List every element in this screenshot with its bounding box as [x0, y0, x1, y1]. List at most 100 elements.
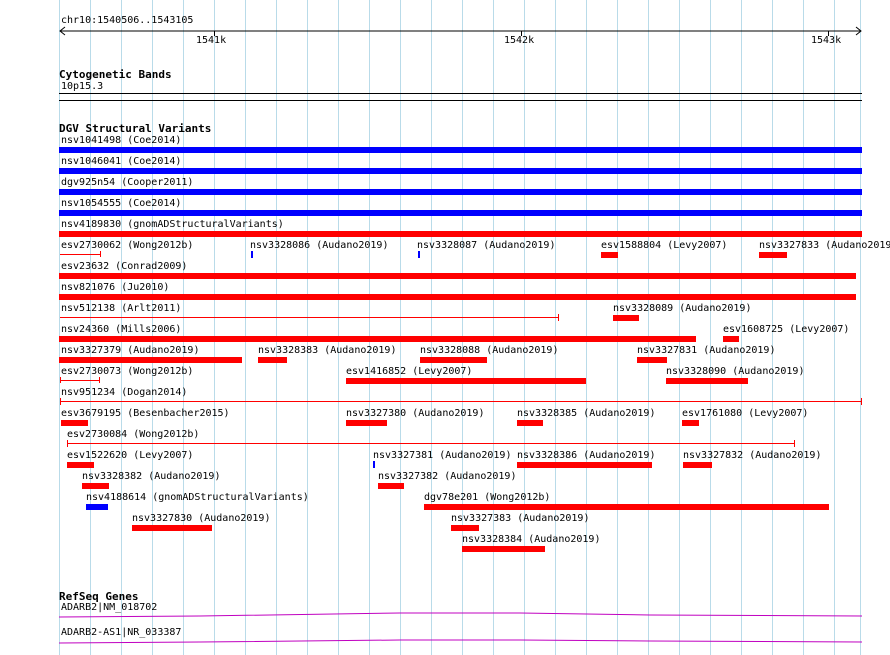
variant-label[interactable]: nsv4188614 (gnomADStructuralVariants): [86, 492, 309, 503]
variant-bar[interactable]: [373, 461, 375, 468]
variant-bar[interactable]: [59, 168, 862, 174]
variant-bar[interactable]: [666, 378, 748, 384]
variant-bar[interactable]: [258, 357, 287, 363]
ruler-tick: [521, 31, 522, 36]
cytoband-bar-top: [59, 93, 862, 94]
variant-bar[interactable]: [59, 231, 862, 237]
variant-label[interactable]: nsv3327382 (Audano2019): [378, 471, 517, 482]
variant-bar[interactable]: [424, 504, 829, 510]
variant-label[interactable]: nsv3328386 (Audano2019): [517, 450, 656, 461]
variant-bar[interactable]: [451, 525, 479, 531]
variant-bar[interactable]: [67, 462, 94, 468]
tick-label-1543k: 1543k: [811, 35, 842, 46]
grid-line: [617, 0, 618, 655]
variant-line[interactable]: [60, 254, 101, 255]
variant-label[interactable]: esv2730073 (Wong2012b): [61, 366, 194, 377]
ruler-tick: [828, 31, 829, 36]
variant-label[interactable]: nsv3328088 (Audano2019): [420, 345, 559, 356]
variant-label[interactable]: nsv3327383 (Audano2019): [451, 513, 590, 524]
variant-bar[interactable]: [682, 420, 699, 426]
variant-label[interactable]: nsv1046041 (Coe2014): [61, 156, 182, 167]
grid-line: [59, 0, 60, 655]
track-title-refseq: RefSeq Genes: [59, 590, 139, 603]
variant-label[interactable]: nsv3327379 (Audano2019): [61, 345, 200, 356]
variant-bar[interactable]: [59, 357, 242, 363]
variant-label[interactable]: nsv1054555 (Coe2014): [61, 198, 182, 209]
variant-bar[interactable]: [59, 210, 862, 216]
variant-label[interactable]: nsv951234 (Dogan2014): [61, 387, 188, 398]
variant-label[interactable]: dgv925n54 (Cooper2011): [61, 177, 194, 188]
variant-bar[interactable]: [251, 251, 253, 258]
variant-bar[interactable]: [132, 525, 212, 531]
variant-label[interactable]: nsv1041498 (Coe2014): [61, 135, 182, 146]
variant-label[interactable]: dgv78e201 (Wong2012b): [424, 492, 551, 503]
variant-bar[interactable]: [462, 546, 545, 552]
variant-label[interactable]: esv1588804 (Levy2007): [601, 240, 728, 251]
variant-bar[interactable]: [637, 357, 667, 363]
variant-label[interactable]: esv2730062 (Wong2012b): [61, 240, 194, 251]
variant-bar[interactable]: [86, 504, 108, 510]
variant-label[interactable]: nsv3328086 (Audano2019): [250, 240, 389, 251]
grid-line: [183, 0, 184, 655]
variant-bar[interactable]: [759, 252, 787, 258]
variant-bar[interactable]: [517, 462, 652, 468]
variant-bar[interactable]: [517, 420, 543, 426]
variant-line[interactable]: [67, 443, 795, 444]
variant-label[interactable]: nsv24360 (Mills2006): [61, 324, 182, 335]
variant-label[interactable]: nsv3327831 (Audano2019): [637, 345, 776, 356]
grid-line: [741, 0, 742, 655]
variant-bar[interactable]: [59, 273, 856, 279]
variant-label[interactable]: nsv3328385 (Audano2019): [517, 408, 656, 419]
variant-bar[interactable]: [59, 336, 696, 342]
variant-bar[interactable]: [601, 252, 618, 258]
variant-bar[interactable]: [378, 483, 404, 489]
variant-label[interactable]: esv1522620 (Levy2007): [67, 450, 194, 461]
tick-label-1541k: 1541k: [196, 35, 227, 46]
variant-label[interactable]: nsv512138 (Arlt2011): [61, 303, 182, 314]
scale-ruler: [59, 26, 862, 36]
grid-line: [90, 0, 91, 655]
variant-label[interactable]: nsv3328382 (Audano2019): [82, 471, 221, 482]
variant-bar[interactable]: [59, 294, 856, 300]
variant-bar[interactable]: [418, 251, 420, 258]
variant-label[interactable]: nsv3328089 (Audano2019): [613, 303, 752, 314]
variant-label[interactable]: nsv3327830 (Audano2019): [132, 513, 271, 524]
variant-line[interactable]: [60, 317, 559, 318]
variant-label[interactable]: nsv3328384 (Audano2019): [462, 534, 601, 545]
variant-label[interactable]: esv1416852 (Levy2007): [346, 366, 473, 377]
variant-label[interactable]: esv2730084 (Wong2012b): [67, 429, 200, 440]
variant-label[interactable]: esv1761080 (Levy2007): [682, 408, 809, 419]
gene-label[interactable]: ADARB2-AS1|NR_033387: [61, 627, 182, 638]
grid-line: [860, 0, 861, 655]
grid-line: [803, 0, 804, 655]
variant-label[interactable]: nsv3327380 (Audano2019): [346, 408, 485, 419]
variant-label[interactable]: esv23632 (Conrad2009): [61, 261, 188, 272]
variant-label[interactable]: esv1608725 (Levy2007): [723, 324, 850, 335]
gene-line-adarb2-as1[interactable]: [58, 639, 863, 644]
variant-line[interactable]: [60, 401, 862, 402]
variant-bar[interactable]: [420, 357, 487, 363]
variant-label[interactable]: esv3679195 (Besenbacher2015): [61, 408, 230, 419]
variant-end: [794, 440, 795, 447]
variant-end: [60, 377, 61, 383]
variant-bar[interactable]: [59, 147, 862, 153]
variant-bar[interactable]: [613, 315, 639, 321]
variant-bar[interactable]: [683, 462, 712, 468]
variant-label[interactable]: nsv3327381 (Audano2019): [373, 450, 512, 461]
gene-line-adarb2[interactable]: [58, 612, 863, 618]
variant-bar[interactable]: [723, 336, 739, 342]
variant-label[interactable]: nsv3327833 (Audano2019): [759, 240, 890, 251]
variant-bar[interactable]: [61, 420, 88, 426]
variant-label[interactable]: nsv3328383 (Audano2019): [258, 345, 397, 356]
variant-label[interactable]: nsv3328090 (Audano2019): [666, 366, 805, 377]
gene-label[interactable]: ADARB2|NM_018702: [61, 602, 158, 613]
variant-label[interactable]: nsv4189830 (gnomADStructuralVariants): [61, 219, 284, 230]
variant-label[interactable]: nsv821076 (Ju2010): [61, 282, 170, 293]
variant-bar[interactable]: [346, 420, 387, 426]
variant-bar[interactable]: [82, 483, 109, 489]
variant-bar[interactable]: [59, 189, 862, 195]
variant-bar[interactable]: [346, 378, 586, 384]
variant-label[interactable]: nsv3328087 (Audano2019): [417, 240, 556, 251]
variant-label[interactable]: nsv3327832 (Audano2019): [683, 450, 822, 461]
variant-line[interactable]: [60, 380, 100, 381]
